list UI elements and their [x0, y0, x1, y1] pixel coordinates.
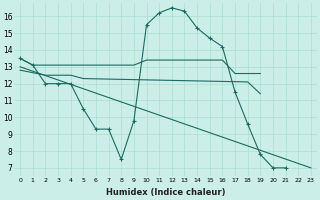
X-axis label: Humidex (Indice chaleur): Humidex (Indice chaleur) — [106, 188, 225, 197]
